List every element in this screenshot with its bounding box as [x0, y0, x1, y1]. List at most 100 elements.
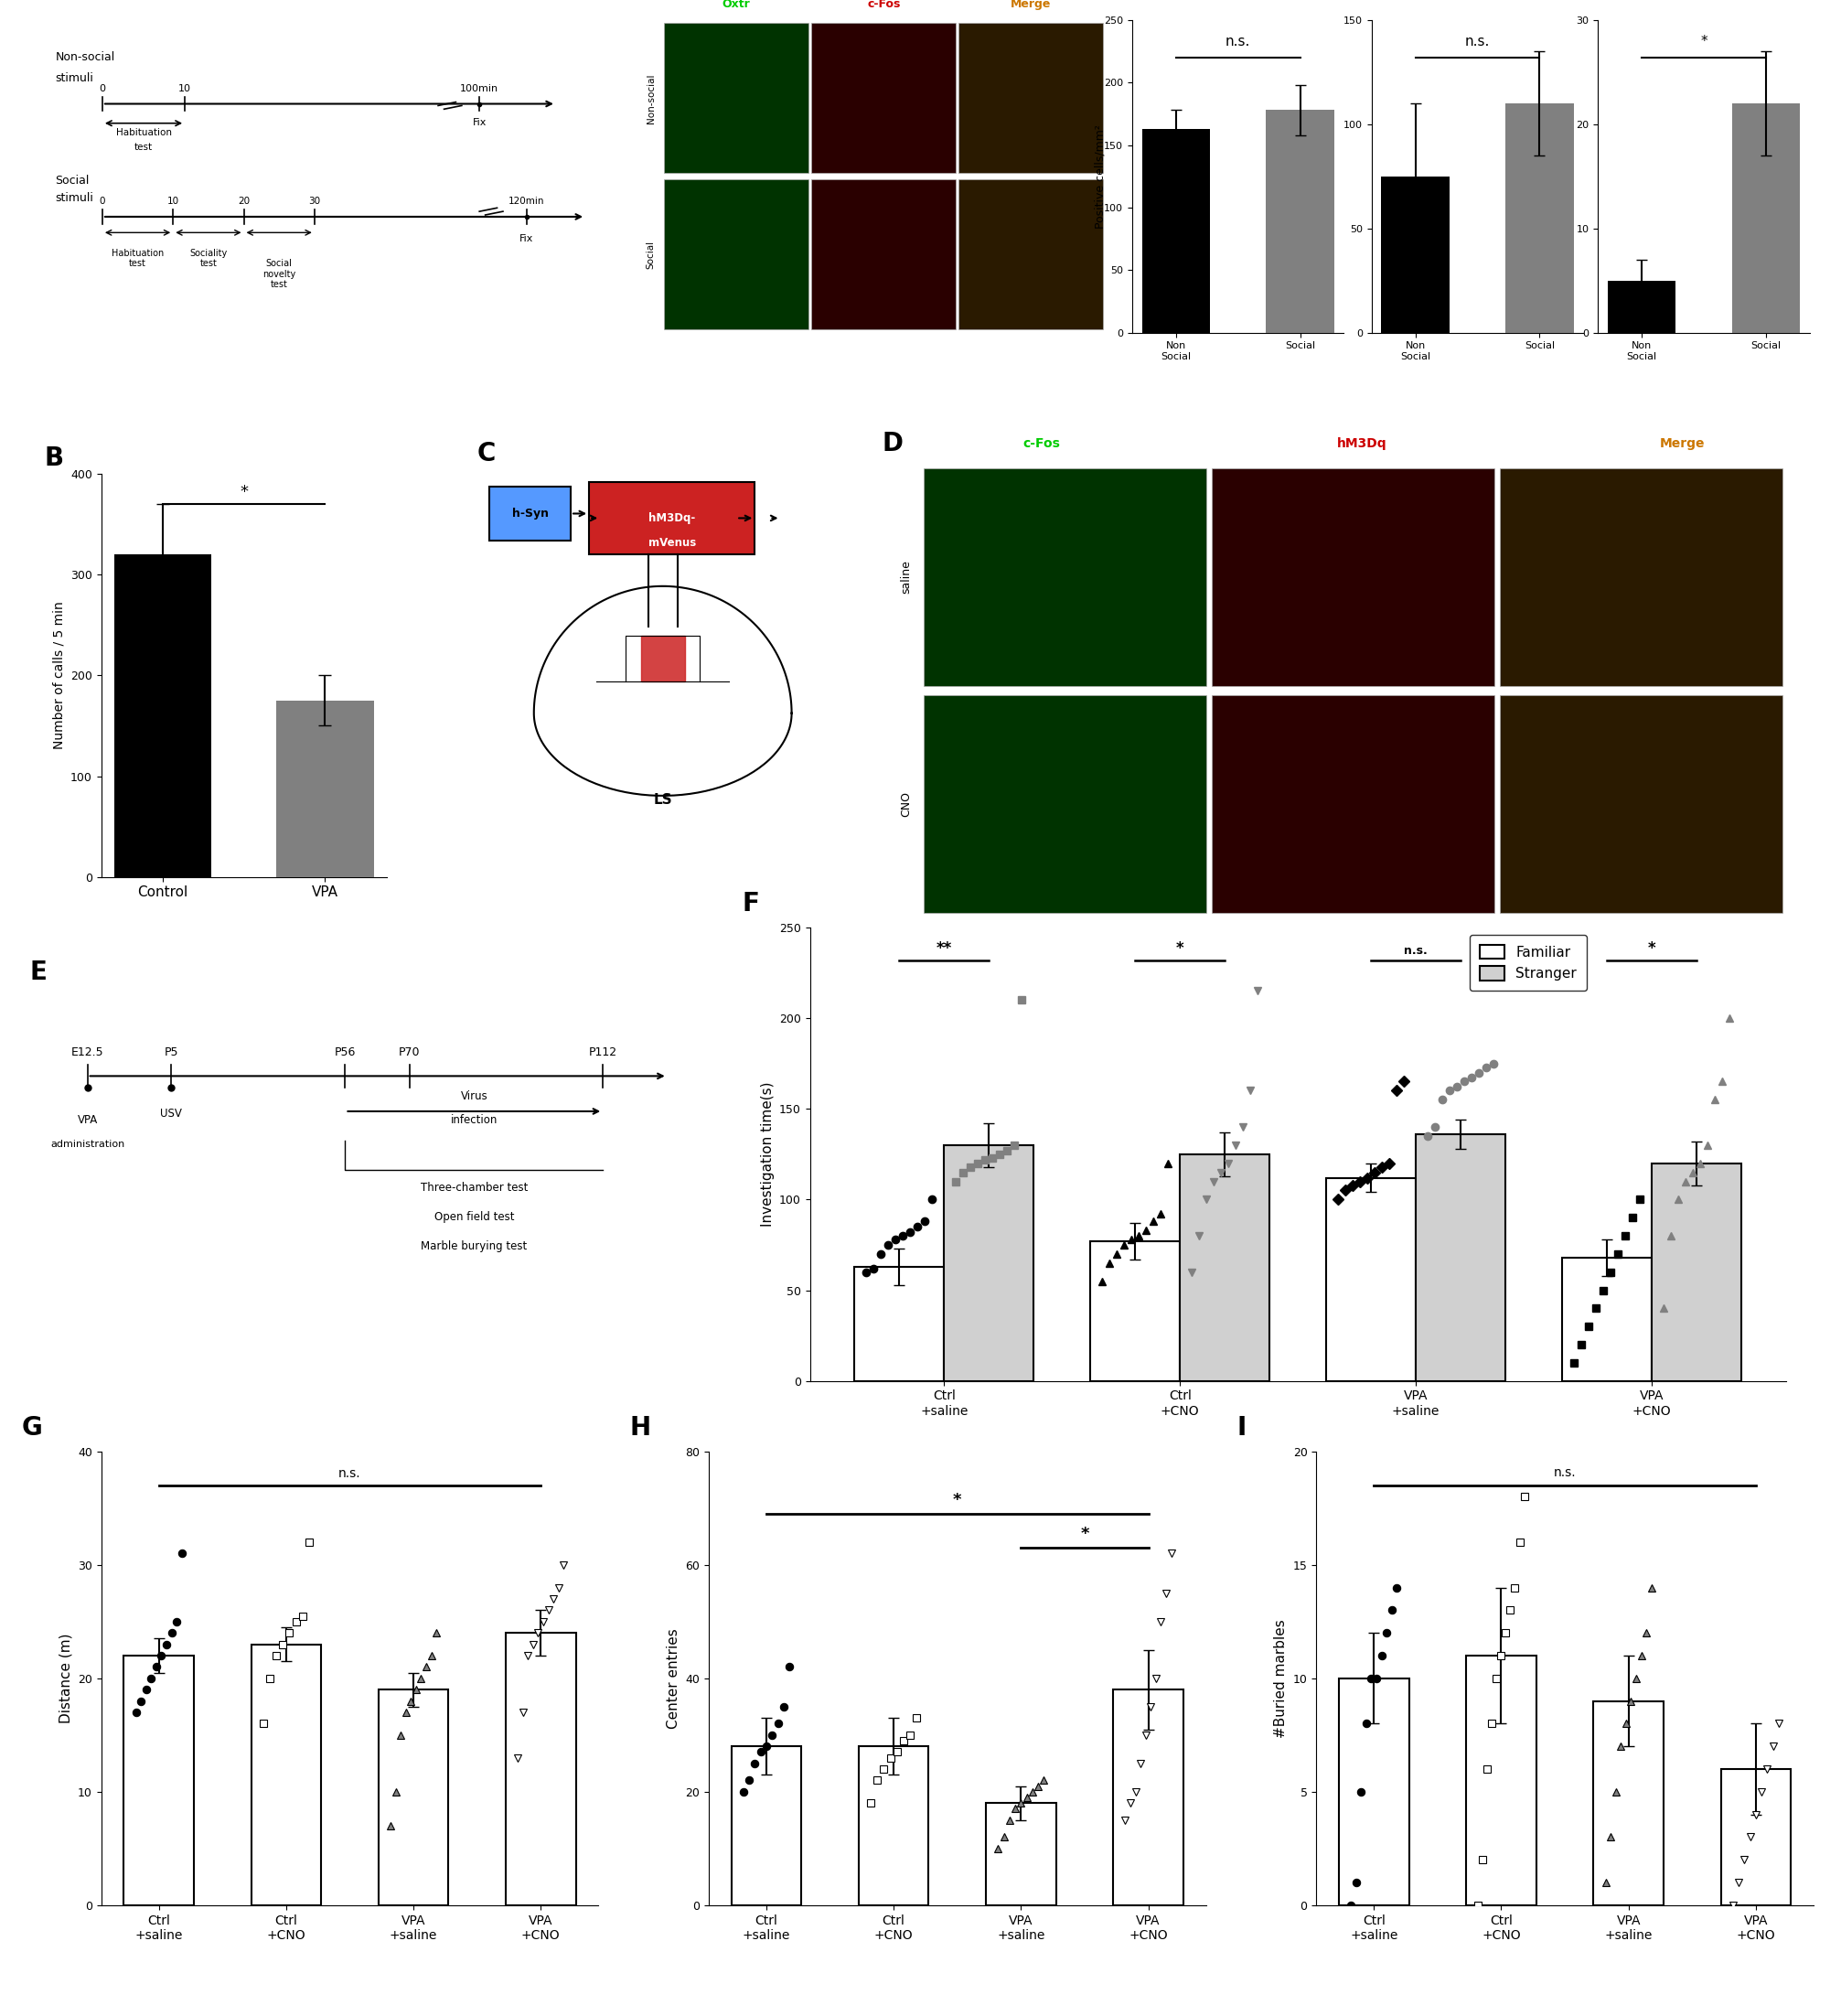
Text: hM3Dq: hM3Dq	[1337, 437, 1386, 450]
Bar	[1732, 103, 1800, 333]
Text: 0: 0	[99, 85, 105, 93]
Text: Social
novelty
test: Social novelty test	[263, 260, 296, 290]
Bar	[1465, 1655, 1535, 1905]
Bar	[490, 486, 571, 540]
Polygon shape	[641, 637, 685, 681]
Bar	[944, 1145, 1033, 1381]
Text: n.s.: n.s.	[1554, 1466, 1576, 1480]
Bar	[1338, 1677, 1408, 1905]
Text: Oxtr: Oxtr	[722, 0, 751, 10]
Text: *: *	[1081, 1526, 1090, 1542]
Text: 100min: 100min	[460, 85, 499, 93]
Text: administration: administration	[50, 1139, 125, 1149]
Bar	[1180, 1153, 1270, 1381]
Text: infection: infection	[451, 1115, 497, 1125]
Text: Habituation
test: Habituation test	[112, 248, 164, 268]
Bar	[1594, 1702, 1664, 1905]
Bar	[1500, 468, 1782, 685]
Text: Marble burying test: Marble burying test	[422, 1240, 527, 1252]
Bar	[250, 1645, 320, 1905]
Text: 10: 10	[179, 85, 191, 93]
Text: **: **	[937, 939, 952, 956]
Text: 0: 0	[99, 198, 105, 206]
Text: Non-social: Non-social	[646, 73, 655, 123]
Bar	[924, 468, 1206, 685]
Bar	[1090, 1242, 1180, 1381]
Bar	[1416, 1135, 1506, 1381]
Bar	[1211, 696, 1495, 913]
Text: stimuli: stimuli	[55, 192, 94, 204]
Bar	[959, 179, 1103, 329]
Text: Social: Social	[646, 240, 655, 268]
Text: CNO: CNO	[900, 790, 911, 816]
Text: hM3Dq-: hM3Dq-	[648, 512, 696, 524]
Text: D: D	[882, 431, 904, 456]
Text: stimuli: stimuli	[55, 73, 94, 85]
Y-axis label: Center entries: Center entries	[666, 1629, 679, 1728]
Y-axis label: #Buried marbles: #Buried marbles	[1274, 1619, 1289, 1738]
Bar	[1381, 177, 1449, 333]
Text: Non-social: Non-social	[55, 50, 114, 62]
Bar	[731, 1746, 801, 1905]
Text: h-Syn: h-Syn	[512, 508, 549, 520]
Text: Merge: Merge	[1659, 437, 1705, 450]
Bar	[114, 554, 212, 877]
Text: test: test	[134, 143, 153, 151]
Text: P112: P112	[589, 1046, 617, 1058]
Y-axis label: Investigation time(s): Investigation time(s)	[760, 1083, 775, 1226]
Bar	[123, 1655, 193, 1905]
Text: *: *	[239, 484, 249, 500]
Text: P70: P70	[399, 1046, 420, 1058]
Bar	[1721, 1770, 1791, 1905]
Text: 120min: 120min	[508, 198, 545, 206]
Text: *: *	[1176, 939, 1184, 956]
Y-axis label: Number of calls / 5 min: Number of calls / 5 min	[53, 601, 66, 750]
Text: Fix: Fix	[519, 234, 534, 244]
Legend: Familiar, Stranger: Familiar, Stranger	[1469, 935, 1587, 990]
Bar	[1326, 1177, 1416, 1381]
Text: VPA: VPA	[77, 1115, 98, 1125]
Bar	[506, 1633, 576, 1905]
Bar	[1267, 111, 1335, 333]
Text: 10: 10	[168, 198, 179, 206]
Text: B: B	[44, 446, 63, 472]
Bar	[812, 179, 955, 329]
Text: mVenus: mVenus	[648, 536, 696, 548]
Bar	[276, 702, 374, 877]
Bar	[379, 1689, 449, 1905]
Text: Virus: Virus	[460, 1091, 488, 1103]
Text: P56: P56	[335, 1046, 355, 1058]
Text: LS: LS	[654, 792, 672, 806]
Text: P5: P5	[164, 1046, 179, 1058]
Text: Sociality
test: Sociality test	[190, 248, 226, 268]
Text: n.s.: n.s.	[1465, 34, 1489, 48]
Text: C: C	[477, 442, 495, 466]
Text: n.s.: n.s.	[1226, 34, 1250, 48]
Bar	[1114, 1689, 1184, 1905]
Bar	[1563, 1258, 1651, 1381]
Text: c-Fos: c-Fos	[867, 0, 900, 10]
Text: *: *	[1701, 34, 1707, 48]
Text: *: *	[1648, 939, 1655, 956]
Text: I: I	[1237, 1415, 1246, 1441]
Text: Habituation: Habituation	[116, 129, 171, 137]
Text: E12.5: E12.5	[72, 1046, 103, 1058]
Text: n.s.: n.s.	[1405, 946, 1427, 956]
Bar	[1211, 468, 1495, 685]
Text: Positive cells/mm²: Positive cells/mm²	[1094, 125, 1106, 228]
Text: E: E	[29, 960, 46, 986]
Text: F: F	[742, 891, 758, 917]
Text: H: H	[630, 1415, 650, 1441]
Bar	[1141, 129, 1210, 333]
Text: Fix: Fix	[473, 117, 486, 127]
Text: Open field test: Open field test	[434, 1212, 514, 1224]
Bar	[858, 1746, 928, 1905]
Text: Merge: Merge	[1011, 0, 1051, 10]
Text: Three-chamber test: Three-chamber test	[420, 1181, 528, 1193]
Text: saline: saline	[900, 560, 911, 595]
Text: G: G	[22, 1415, 42, 1441]
Text: Social: Social	[55, 175, 90, 185]
Bar	[924, 696, 1206, 913]
Bar	[987, 1802, 1057, 1905]
Text: c-Fos: c-Fos	[1024, 437, 1060, 450]
